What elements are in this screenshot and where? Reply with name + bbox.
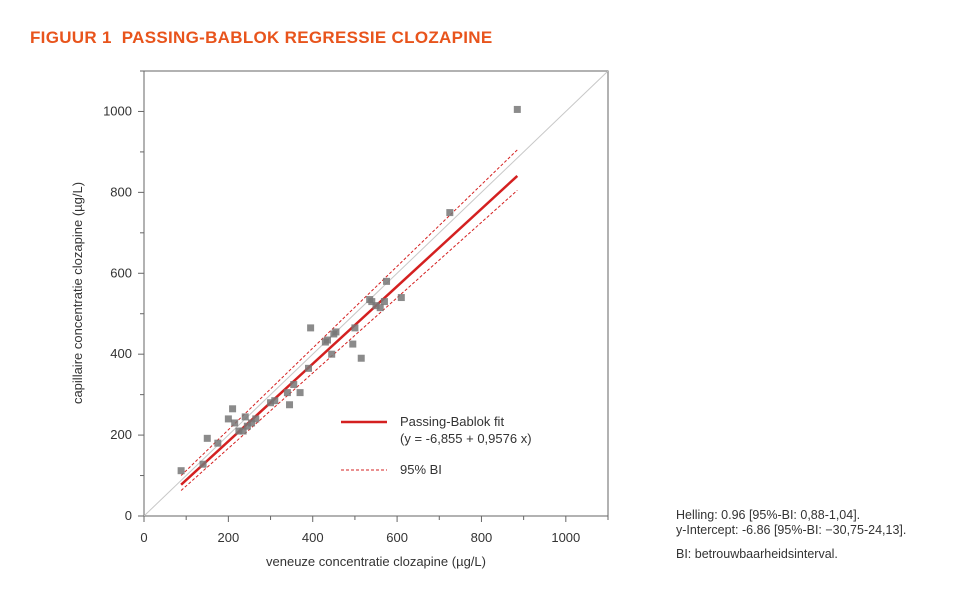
x-tick-label: 1000 [551, 530, 580, 545]
data-point [243, 422, 251, 430]
identity-line [144, 71, 608, 516]
abbreviation-note: BI: betrouwbaarheidsinterval. [676, 547, 838, 561]
data-point [283, 389, 291, 397]
data-point [252, 415, 260, 423]
data-point [177, 467, 185, 475]
ci-line [180, 189, 518, 491]
data-point [307, 324, 315, 332]
y-axis-label: capillaire concentratie clozapine (µg/L) [70, 182, 85, 404]
data-point [368, 298, 376, 306]
data-point [235, 427, 243, 435]
data-point [231, 419, 239, 427]
data-point [397, 294, 405, 302]
data-point [296, 389, 304, 397]
legend-fit-equation: (y = -6,855 + 0,9576 x) [400, 431, 532, 446]
data-point [376, 304, 384, 312]
data-point [267, 399, 275, 407]
data-point [199, 460, 207, 468]
data-point [328, 350, 336, 358]
data-point [229, 405, 237, 413]
data-point [203, 434, 211, 442]
axis-labels: veneuze concentratie clozapine (µg/L) ca… [70, 182, 486, 569]
data-point [248, 419, 256, 427]
identity-line-path [144, 71, 608, 516]
data-point [332, 328, 340, 336]
intercept-note: y-Intercept: -6.86 [95%-BI: −30,75-24,13… [676, 523, 907, 537]
x-tick-label: 200 [218, 530, 240, 545]
data-point [383, 277, 391, 285]
ci-line [180, 149, 518, 476]
y-tick-label: 600 [110, 265, 132, 280]
data-point [290, 381, 298, 389]
x-tick-label: 400 [302, 530, 324, 545]
figure-title: FIGUUR 1 PASSING-BABLOK REGRESSIE CLOZAP… [30, 28, 493, 47]
data-point [271, 397, 279, 405]
data-point [214, 439, 222, 447]
x-tick-label: 600 [386, 530, 408, 545]
data-point [323, 336, 331, 344]
legend: Passing-Bablok fit (y = -6,855 + 0,9576 … [341, 414, 532, 477]
statistics-notes: Helling: 0.96 [95%-BI: 0,88-1,04]. y-Int… [676, 508, 906, 562]
data-point [446, 209, 454, 217]
data-point [380, 298, 388, 306]
data-point [357, 354, 365, 362]
data-point [351, 324, 359, 332]
y-tick-label: 400 [110, 346, 132, 361]
data-point [513, 105, 521, 113]
data-point [286, 401, 294, 409]
axis-ticks: 0 200 400 600 800 1000 0 200 400 600 800 1000 [103, 70, 609, 545]
legend-ci-label: 95% BI [400, 462, 442, 477]
data-points [177, 105, 521, 475]
data-point [349, 340, 357, 348]
data-point [305, 364, 313, 372]
data-point [372, 302, 380, 310]
plot-frame [143, 70, 609, 517]
x-tick-label: 0 [140, 530, 147, 545]
legend-fit-label: Passing-Bablok fit [400, 414, 504, 429]
data-point [239, 427, 247, 435]
y-tick-label: 0 [125, 508, 132, 523]
y-tick-label: 200 [110, 427, 132, 442]
x-axis-label: veneuze concentratie clozapine (µg/L) [266, 554, 486, 569]
y-tick-label: 800 [110, 184, 132, 199]
slope-note: Helling: 0.96 [95%-BI: 0,88-1,04]. [676, 508, 861, 522]
x-tick-label: 800 [471, 530, 493, 545]
data-point [224, 415, 232, 423]
y-tick-label: 1000 [103, 103, 132, 118]
data-point [241, 413, 249, 421]
